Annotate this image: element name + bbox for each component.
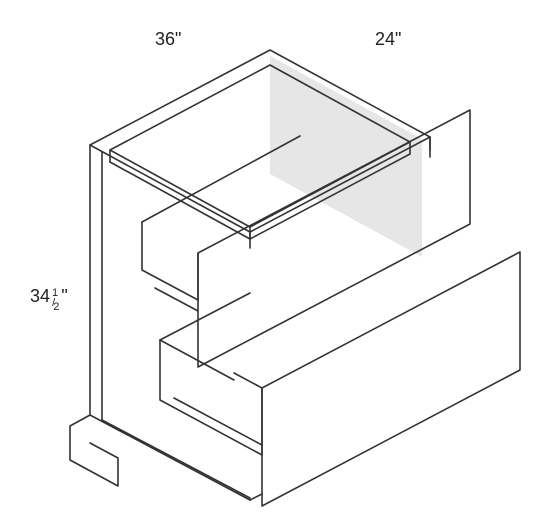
drawer-lower-front — [262, 252, 520, 506]
back-panel — [270, 56, 422, 257]
dim-width: 36" — [155, 29, 181, 49]
cabinet-diagram: 36" 24" 341/2" — [0, 0, 548, 529]
dim-height: 341/2" — [30, 286, 68, 313]
cabinet-body — [70, 50, 520, 506]
drawer-lower — [160, 252, 520, 506]
dim-depth: 24" — [375, 29, 401, 49]
